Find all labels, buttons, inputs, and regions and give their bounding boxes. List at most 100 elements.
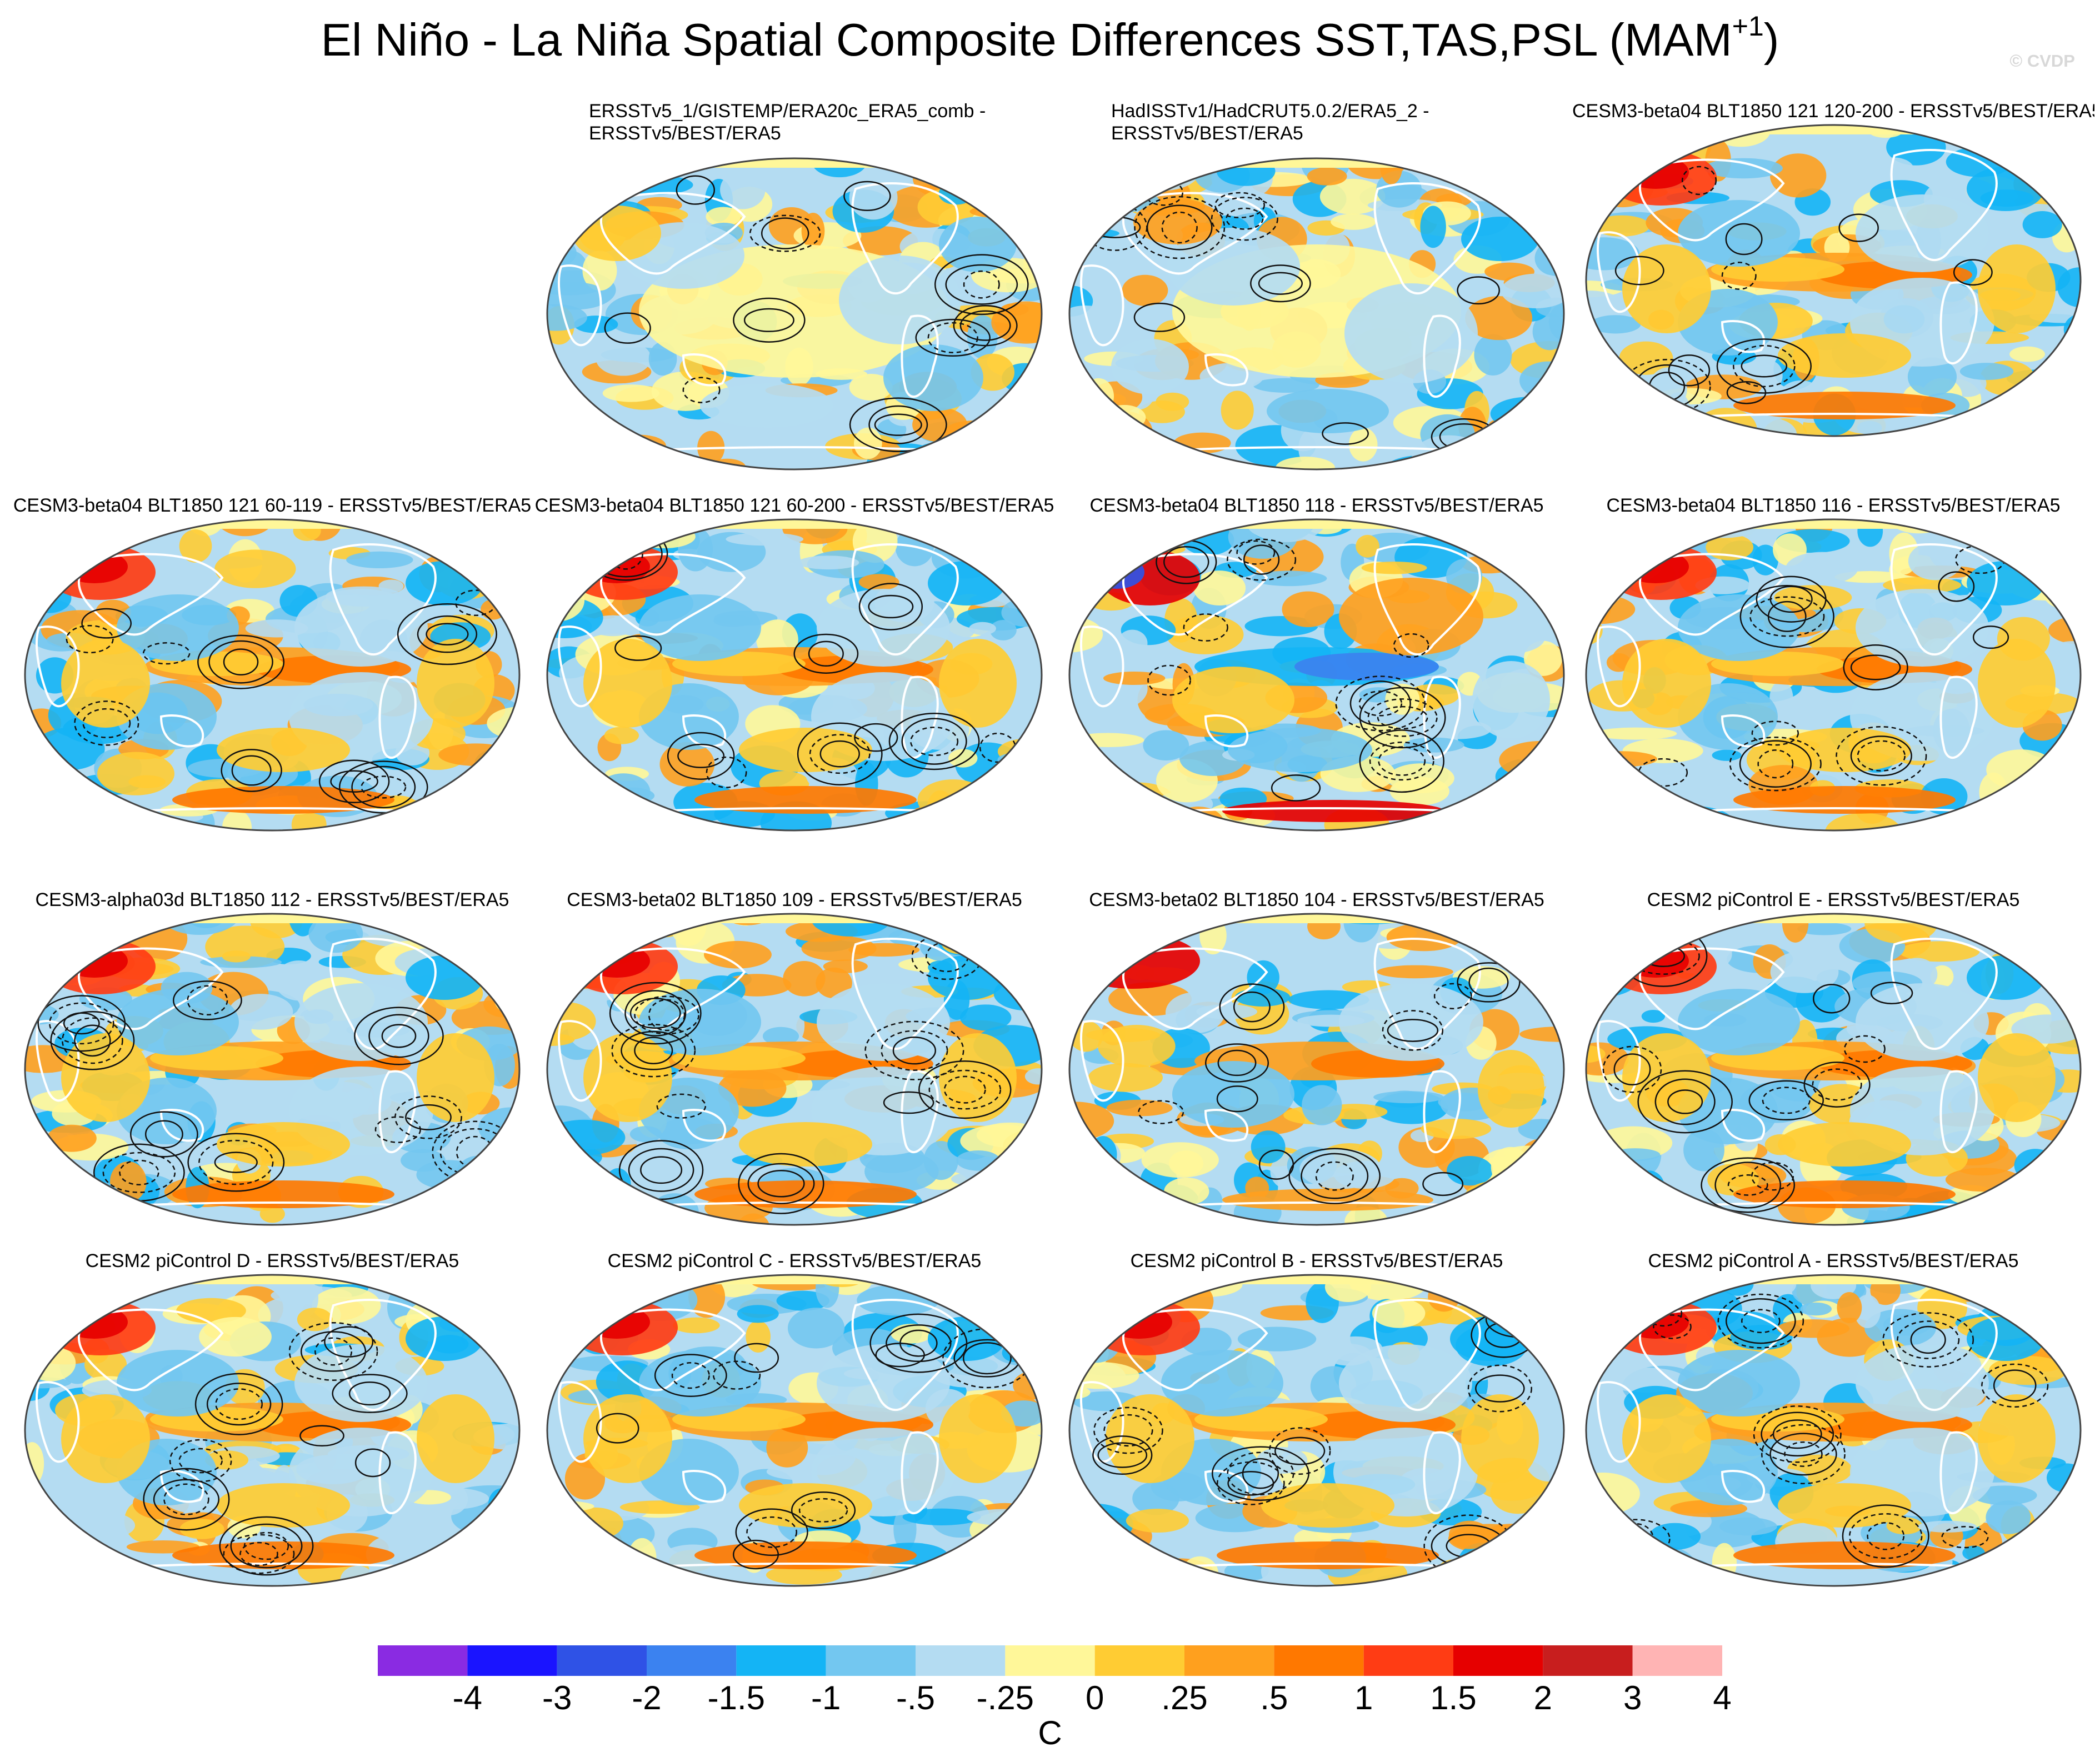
anomaly-patch bbox=[1107, 927, 1150, 947]
psl-contour bbox=[221, 749, 282, 792]
psl-contour bbox=[1843, 1035, 1886, 1063]
anomaly-patch bbox=[556, 803, 585, 828]
anomaly-patch bbox=[446, 1190, 518, 1225]
coastline bbox=[600, 553, 746, 636]
anomaly-patch bbox=[1124, 914, 1153, 919]
anomaly-patch bbox=[2015, 1275, 2054, 1293]
psl-contour bbox=[1274, 1436, 1326, 1465]
psl-contour bbox=[621, 1030, 687, 1070]
psl-contour bbox=[1741, 1309, 1781, 1333]
anomaly-patch bbox=[405, 1275, 482, 1295]
coastline bbox=[1204, 1470, 1249, 1503]
psl-contour bbox=[1216, 1461, 1285, 1505]
psl-contour bbox=[1602, 1045, 1662, 1093]
anomaly-patch bbox=[1008, 914, 1042, 944]
anomaly-region bbox=[1172, 667, 1294, 733]
anomaly-patch bbox=[1586, 560, 1630, 590]
anomaly-patch bbox=[1606, 653, 1631, 672]
anomaly-patch bbox=[1769, 681, 1793, 715]
anomaly-patch bbox=[612, 805, 638, 830]
colorbar-box bbox=[826, 1645, 916, 1676]
anomaly-patch bbox=[1770, 950, 1839, 993]
psl-contour bbox=[397, 603, 497, 665]
coastline bbox=[378, 1070, 417, 1153]
polar-band bbox=[1069, 914, 1564, 923]
psl-contour bbox=[1359, 687, 1446, 749]
anomaly-patch bbox=[547, 420, 613, 461]
anomaly-patch bbox=[291, 808, 327, 830]
anomaly-patch bbox=[1587, 1153, 1637, 1197]
psl-contour bbox=[1322, 422, 1369, 445]
anomaly-patch bbox=[602, 384, 659, 402]
anomaly-region bbox=[172, 786, 394, 814]
psl-contour bbox=[1717, 1293, 1804, 1349]
panel-title-line: CESM2 piControl B - ERSSTv5/BEST/ERA5 bbox=[1130, 1250, 1503, 1272]
anomaly-patch bbox=[549, 543, 585, 573]
coastline bbox=[600, 1308, 746, 1391]
anomaly-patch bbox=[604, 444, 640, 469]
anomaly-patch bbox=[1454, 158, 1481, 182]
anomaly-region bbox=[1678, 200, 1800, 267]
anomaly-region bbox=[1111, 339, 1189, 394]
polar-band bbox=[1069, 158, 1564, 168]
anomaly-region bbox=[172, 1180, 394, 1208]
anomaly-patch bbox=[574, 1570, 598, 1586]
anomaly-patch bbox=[25, 527, 64, 566]
anomaly-patch bbox=[2049, 365, 2081, 402]
anomaly-patch bbox=[500, 914, 519, 927]
psl-contour bbox=[1637, 1070, 1733, 1134]
psl-contour bbox=[351, 765, 416, 809]
anomaly-patch bbox=[1083, 378, 1114, 414]
polar-band bbox=[547, 158, 1042, 168]
psl-contour bbox=[314, 1337, 353, 1366]
anomaly-patch bbox=[1465, 807, 1541, 830]
anomaly-patch bbox=[1633, 1170, 1665, 1204]
anomaly-region bbox=[417, 1033, 494, 1122]
anomaly-patch bbox=[481, 519, 519, 534]
anomaly-patch bbox=[1586, 366, 1631, 399]
colorbar-box bbox=[1094, 1645, 1184, 1676]
anomaly-patch bbox=[858, 574, 899, 590]
robinson-map bbox=[1585, 124, 2082, 437]
psl-contour bbox=[231, 755, 272, 786]
anomaly-patch bbox=[1672, 914, 1726, 935]
anomaly-patch bbox=[222, 950, 251, 963]
robinson-map bbox=[1068, 913, 1565, 1226]
psl-contour bbox=[1726, 381, 1767, 404]
anomaly-patch bbox=[2042, 1284, 2081, 1318]
anomaly-patch bbox=[737, 1305, 779, 1323]
anomaly-patch bbox=[917, 779, 989, 821]
map-panel: CESM3-beta04 BLT1850 121 120-200 - ERSST… bbox=[1572, 100, 2094, 489]
anomaly-patch bbox=[97, 752, 175, 795]
anomaly-patch bbox=[1864, 914, 1938, 944]
anomaly-region bbox=[817, 983, 950, 1061]
psl-contour bbox=[1762, 1087, 1811, 1114]
anomaly-region bbox=[939, 1394, 1017, 1483]
anomaly-region bbox=[1856, 194, 1989, 272]
anomaly-patch bbox=[607, 787, 655, 804]
psl-contour bbox=[706, 756, 747, 788]
coastline bbox=[901, 1431, 939, 1514]
anomaly-patch bbox=[1526, 915, 1564, 934]
anomaly-patch bbox=[1093, 1536, 1147, 1558]
anomaly-patch bbox=[1446, 559, 1483, 594]
anomaly-patch bbox=[2054, 573, 2081, 586]
psl-contour bbox=[888, 712, 980, 770]
coastline bbox=[558, 625, 602, 708]
panel-title-line: CESM3-alpha03d BLT1850 112 - ERSSTv5/BES… bbox=[35, 889, 509, 910]
anomaly-patch bbox=[2029, 1324, 2081, 1340]
anomaly-patch bbox=[72, 914, 125, 929]
anomaly-patch bbox=[1548, 304, 1564, 339]
robinson-map bbox=[546, 518, 1043, 832]
anomaly-patch bbox=[854, 427, 882, 459]
colorbar-tick-label: -.5 bbox=[896, 1679, 936, 1716]
anomaly-region bbox=[61, 1394, 150, 1483]
anomaly-patch bbox=[1076, 445, 1125, 469]
map-panel: CESM3-beta04 BLT1850 121 60-119 - ERSSTv… bbox=[11, 494, 533, 883]
panel-title-line: CESM3-beta04 BLT1850 121 120-200 - ERSST… bbox=[1572, 101, 2094, 122]
panel-title-line: HadISSTv1/HadCRUT5.0.2/ERA5_2 - bbox=[1111, 101, 1429, 122]
anomaly-region bbox=[217, 1483, 350, 1528]
anomaly-patch bbox=[644, 1567, 680, 1586]
psl-contour bbox=[746, 1516, 798, 1548]
coastline bbox=[1639, 158, 1785, 242]
